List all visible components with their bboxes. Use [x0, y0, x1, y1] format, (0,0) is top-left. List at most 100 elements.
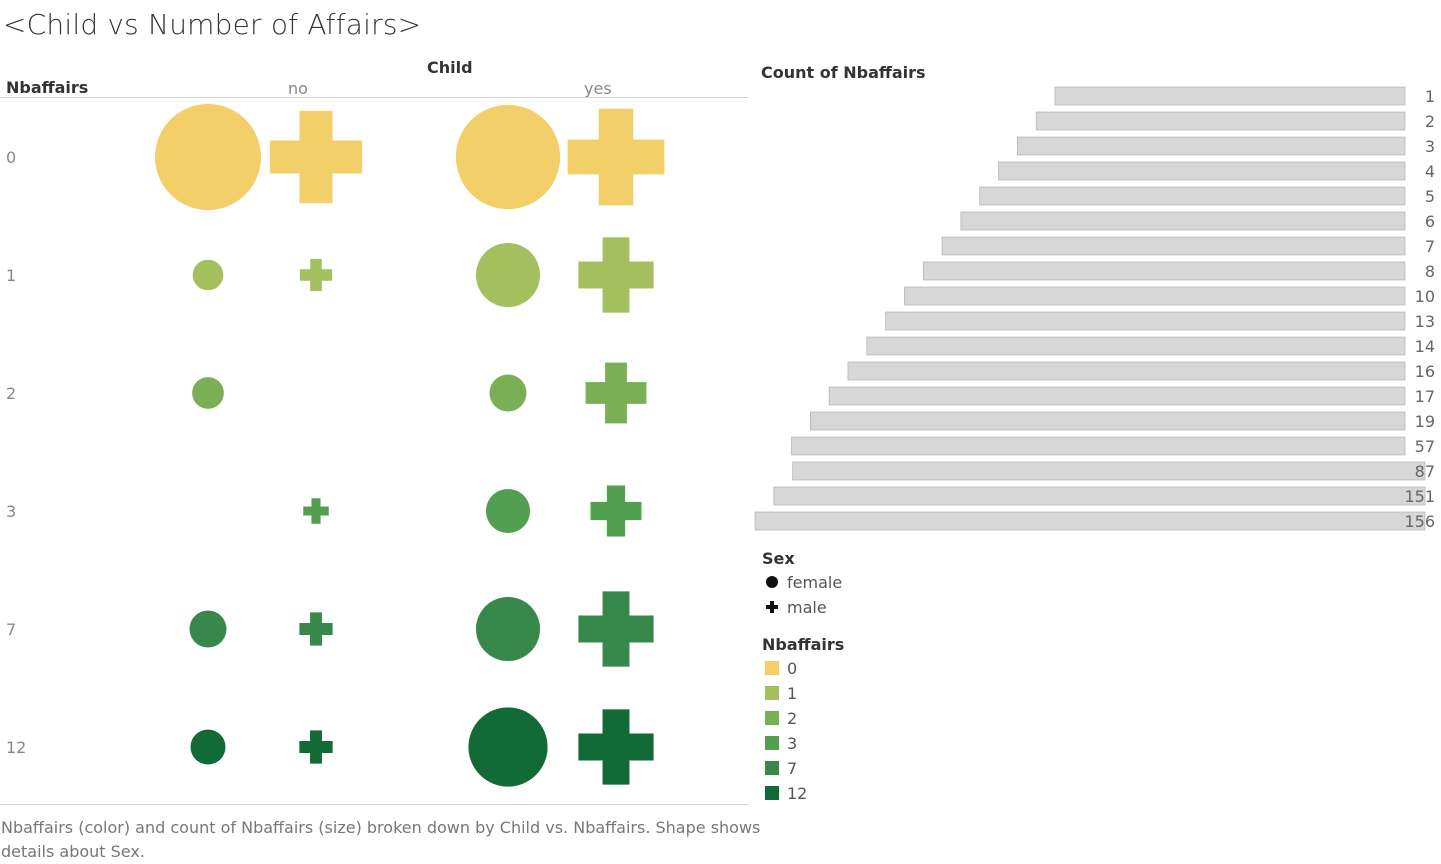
legend-nbaffairs-item-1[interactable]: 1: [765, 683, 797, 703]
legend-nbaffairs-item-3[interactable]: 3: [765, 733, 797, 753]
mark-male-no-0[interactable]: [269, 110, 363, 204]
legend-nbaffairs-item-12[interactable]: 12: [765, 783, 807, 803]
mark-male-no-3[interactable]: [303, 498, 329, 524]
count-bar-label-151: 151: [1404, 487, 1435, 506]
mark-female-no-2[interactable]: [192, 377, 224, 409]
mark-female-yes-2[interactable]: [489, 374, 527, 412]
count-bar-14[interactable]: [866, 336, 1406, 356]
legend-nbaffairs-label: 0: [787, 658, 798, 678]
legend-nbaffairs-title: Nbaffairs: [762, 635, 845, 654]
mark-male-no-1[interactable]: [299, 258, 333, 292]
mark-male-yes-12[interactable]: [578, 709, 654, 785]
count-bar-label-19: 19: [1415, 412, 1435, 431]
count-bar-2[interactable]: [1035, 111, 1406, 131]
count-bar-19[interactable]: [809, 411, 1406, 431]
count-bar-label-3: 3: [1425, 137, 1435, 156]
mark-female-yes-1[interactable]: [475, 242, 541, 308]
mark-female-no-12[interactable]: [190, 729, 226, 765]
count-bar-label-16: 16: [1415, 362, 1435, 381]
row-label-1: 1: [6, 266, 16, 285]
count-bar-8[interactable]: [922, 261, 1406, 281]
count-bar-label-8: 8: [1425, 262, 1435, 281]
mark-male-yes-3[interactable]: [590, 485, 642, 537]
count-bar-6[interactable]: [960, 211, 1406, 231]
plus-icon: [765, 600, 779, 614]
count-bar-chart: 1 2 3 4 5 6 7 8 10 13 14 16 17 19 57 87 151 156: [754, 86, 1435, 531]
mark-male-yes-0[interactable]: [567, 108, 665, 206]
legend-sex-title: Sex: [762, 549, 795, 568]
count-bar-13[interactable]: [885, 311, 1406, 331]
count-bar-156[interactable]: [754, 511, 1426, 531]
count-bar-label-13: 13: [1415, 312, 1435, 331]
mark-female-no-0[interactable]: [155, 104, 261, 210]
legend-nbaffairs-label: 7: [787, 758, 798, 778]
count-bar-10[interactable]: [904, 286, 1406, 306]
count-bar-label-6: 6: [1425, 212, 1435, 231]
legend-nbaffairs-label: 3: [787, 733, 798, 753]
row-label-2: 2: [6, 384, 16, 403]
column-label-no: no: [288, 79, 308, 98]
row-label-3: 3: [6, 502, 16, 521]
count-bar-label-7: 7: [1425, 237, 1435, 256]
mark-female-yes-3[interactable]: [485, 488, 531, 534]
count-bar-87[interactable]: [792, 461, 1426, 481]
footer-rule: [0, 804, 748, 805]
mark-male-no-12[interactable]: [299, 730, 333, 764]
count-bar-label-5: 5: [1425, 187, 1435, 206]
count-bar-label-2: 2: [1425, 112, 1435, 131]
count-bar-label-10: 10: [1415, 287, 1435, 306]
mark-female-yes-12[interactable]: [468, 707, 548, 787]
row-label-12: 12: [6, 738, 26, 757]
count-bar-16[interactable]: [847, 361, 1406, 381]
mark-female-yes-0[interactable]: [455, 104, 561, 210]
circle-icon: [765, 575, 779, 589]
legend-nbaffairs-label: 12: [787, 783, 808, 803]
count-bar-5[interactable]: [979, 186, 1406, 206]
mark-male-yes-7[interactable]: [578, 591, 654, 667]
legend-swatch: [765, 761, 779, 775]
row-label-7: 7: [6, 620, 16, 639]
column-label-yes: yes: [584, 79, 612, 98]
legend-sex-female[interactable]: female: [765, 572, 842, 592]
chart-caption: Nbaffairs (color) and count of Nbaffairs…: [1, 818, 761, 861]
page-title: <Child vs Number of Affairs>: [3, 8, 422, 41]
mark-male-yes-2[interactable]: [585, 362, 647, 424]
legend-swatch: [765, 661, 779, 675]
count-bar-label-1: 1: [1425, 87, 1435, 106]
count-bar-1[interactable]: [1054, 86, 1406, 106]
legend-sex-male-label: male: [787, 597, 827, 617]
count-bar-7[interactable]: [941, 236, 1406, 256]
header-rule: [0, 97, 748, 98]
legend-sex-male[interactable]: male: [765, 597, 827, 617]
count-bar-4[interactable]: [998, 161, 1406, 181]
legend-nbaffairs-item-2[interactable]: 2: [765, 708, 797, 728]
row-header: Nbaffairs: [6, 78, 89, 97]
count-bar-label-14: 14: [1415, 337, 1435, 356]
count-bar-17[interactable]: [828, 386, 1406, 406]
count-bar-57[interactable]: [791, 436, 1406, 456]
row-label-0: 0: [6, 148, 16, 167]
mark-female-no-1[interactable]: [192, 259, 224, 291]
legend-swatch: [765, 736, 779, 750]
count-bar-label-57: 57: [1415, 437, 1435, 456]
count-bar-label-87: 87: [1415, 462, 1435, 481]
legend-swatch: [765, 786, 779, 800]
mark-female-yes-7[interactable]: [475, 596, 541, 662]
bar-panel-title: Count of Nbaffairs: [761, 63, 926, 82]
legend-swatch: [765, 711, 779, 725]
mark-male-yes-1[interactable]: [578, 237, 654, 313]
count-bar-label-4: 4: [1425, 162, 1435, 181]
count-bar-3[interactable]: [1017, 136, 1406, 156]
legend-nbaffairs-item-0[interactable]: 0: [765, 658, 797, 678]
legend-nbaffairs-label: 2: [787, 708, 798, 728]
legend-swatch: [765, 686, 779, 700]
mark-female-no-7[interactable]: [189, 610, 227, 648]
legend-sex-female-label: female: [787, 572, 843, 592]
count-bar-151[interactable]: [773, 486, 1426, 506]
count-bar-label-17: 17: [1415, 387, 1435, 406]
count-bar-label-156: 156: [1404, 512, 1435, 531]
legend-nbaffairs-label: 1: [787, 683, 798, 703]
mark-male-no-7[interactable]: [299, 612, 333, 646]
legend-nbaffairs-item-7[interactable]: 7: [765, 758, 797, 778]
